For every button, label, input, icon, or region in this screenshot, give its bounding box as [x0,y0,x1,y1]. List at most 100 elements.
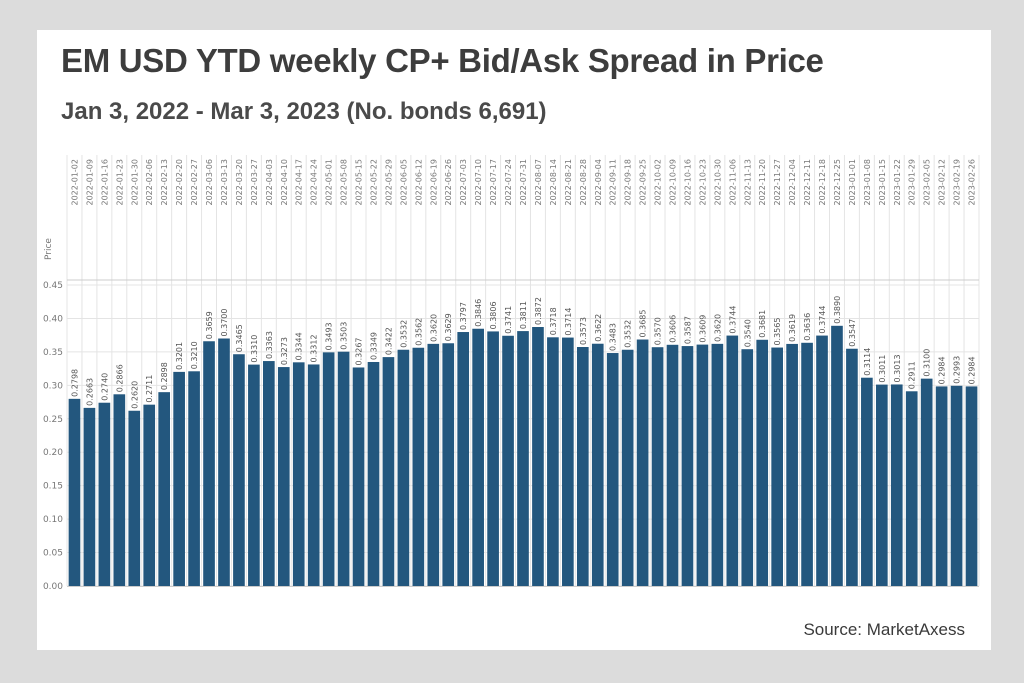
category-label: 2022-11-06 [728,159,737,206]
bar [890,384,903,586]
category-label: 2022-04-10 [280,159,289,206]
value-label: 0.3620 [713,314,722,342]
value-label: 0.3714 [564,308,573,336]
bar [233,354,245,586]
bar [472,328,484,586]
bar [786,343,798,586]
category-label: 2022-08-28 [579,159,588,206]
y-tick-label: 0.05 [43,549,63,559]
value-label: 0.3310 [250,335,259,363]
value-label: 0.3620 [429,314,438,342]
bar [188,371,200,586]
value-label: 0.3100 [923,349,932,377]
bar [277,367,290,586]
value-label: 0.2984 [938,356,947,384]
value-label: 0.3483 [609,323,618,351]
bar [457,332,470,586]
bar [636,339,649,586]
bar [352,367,365,586]
bar [681,346,694,586]
category-label: 2023-02-19 [953,159,962,206]
category-label: 2022-07-03 [459,159,468,206]
value-label: 0.3846 [474,299,483,327]
bar [576,347,589,586]
category-label: 2022-05-29 [384,159,393,206]
bar [487,331,499,586]
bar [158,392,171,586]
category-label: 2022-10-30 [713,159,722,206]
category-label: 2022-01-02 [70,159,79,206]
category-label: 2022-09-18 [624,159,633,206]
category-label: 2022-10-02 [654,159,663,206]
y-tick-label: 0.10 [43,515,63,525]
value-label: 0.3659 [205,311,214,339]
category-label: 2022-12-18 [818,159,827,206]
value-label: 0.3422 [384,327,393,355]
category-label: 2023-02-26 [968,159,977,206]
category-label: 2022-01-16 [100,159,109,206]
y-axis: 0.00 0.05 0.10 0.15 0.20 0.25 0.30 0.35 0.40 0.45… [43,238,979,592]
bar [263,361,275,586]
bar [606,353,619,586]
bar [965,386,978,586]
category-label: 2022-04-03 [265,159,274,206]
value-label: 0.2984 [968,356,977,384]
category-label: 2022-02-06 [145,159,154,206]
value-label: 0.3685 [639,310,648,338]
value-label: 0.3629 [444,313,453,341]
bar [203,341,215,586]
category-label: 2022-08-07 [534,159,543,206]
value-label: 0.3465 [235,324,244,352]
y-tick-label: 0.00 [43,582,63,592]
value-label: 0.2663 [85,378,94,406]
chart-card: EM USD YTD weekly CP+ Bid/Ask Spread in … [37,30,991,650]
bar [427,343,440,586]
bar [292,362,305,586]
bar [711,343,724,586]
value-label: 0.3741 [504,306,513,334]
category-label: 2022-12-11 [803,159,812,206]
category-label: 2022-10-16 [683,159,692,206]
chart-title: EM USD YTD weekly CP+ Bid/Ask Spread in … [61,42,824,79]
value-labels: 0.2798 0.2663 0.2740 0.2866 0.2620 0.2711 0.28… [70,296,976,409]
category-label: 2022-07-10 [474,159,483,206]
value-label: 0.3573 [579,317,588,345]
value-label: 0.3349 [369,332,378,360]
y-tick-label: 0.45 [43,281,63,291]
bar [935,386,948,586]
bar [397,349,410,586]
bar [726,335,739,586]
bar [696,344,709,586]
value-label: 0.3540 [743,319,752,347]
category-label: 2022-07-17 [489,159,498,206]
category-label: 2023-01-29 [908,159,917,206]
bar [173,371,185,586]
value-label: 0.3532 [399,320,408,348]
category-label: 2022-01-23 [115,159,124,206]
value-label: 0.3570 [654,317,663,345]
category-label: 2022-04-17 [295,159,304,206]
bar [337,351,350,586]
category-label: 2022-09-11 [609,159,618,206]
bar [68,398,81,586]
value-label: 0.2711 [145,375,154,403]
category-label: 2022-06-19 [429,159,438,206]
category-label: 2022-06-12 [414,159,423,206]
value-label: 0.3811 [519,301,528,329]
category-label: 2022-11-20 [758,159,767,206]
value-label: 0.3587 [683,316,692,344]
bar [307,364,320,586]
category-label: 2022-02-20 [175,159,184,206]
bar [502,335,514,586]
value-label: 0.3806 [489,301,498,329]
value-label: 0.2798 [70,369,79,397]
bar [950,385,963,586]
bar [741,349,754,586]
y-tick-label: 0.15 [43,482,63,492]
value-label: 0.3606 [669,315,678,343]
y-axis-title: Price [44,238,54,260]
category-label: 2022-07-24 [504,159,513,206]
value-label: 0.3201 [175,342,184,370]
category-label: 2023-01-01 [848,159,857,206]
category-header: 2022-01-02 2022-01-09 2022-01-16 2022-01-23… [67,159,979,281]
